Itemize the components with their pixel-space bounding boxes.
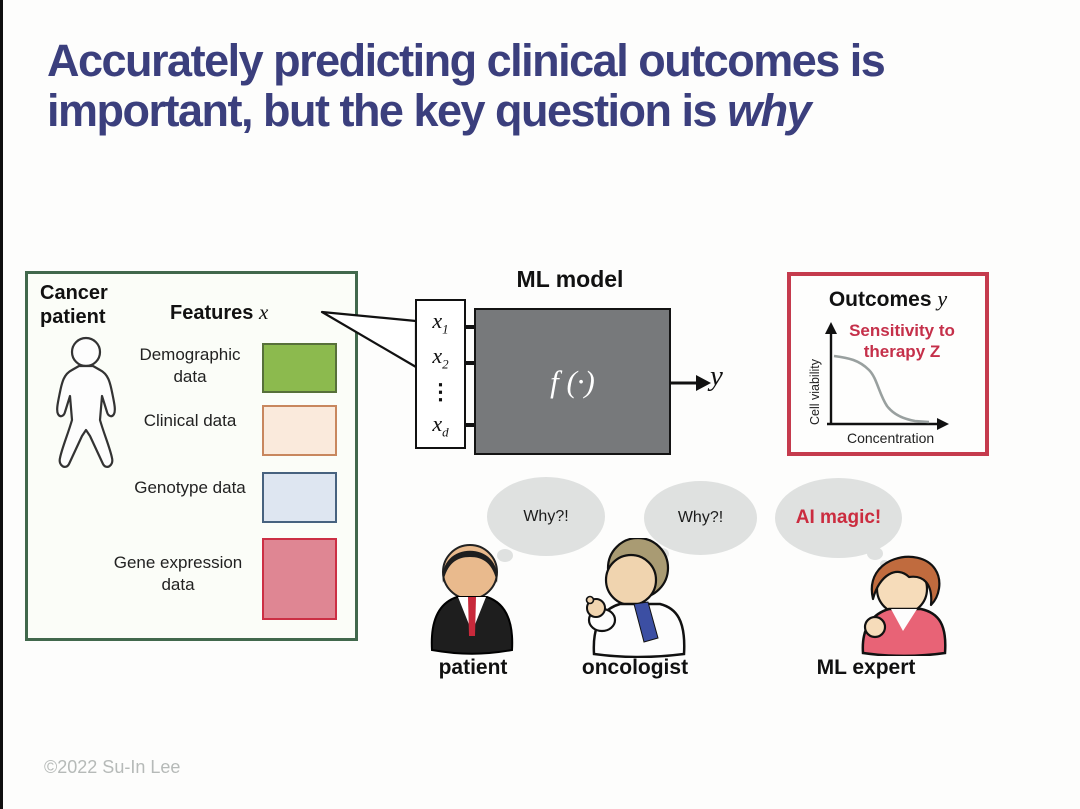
patient-character-icon (430, 544, 514, 655)
feature-swatch-demographic (262, 343, 337, 393)
dose-response-chart: Cell viability Concentration (808, 322, 949, 446)
chart-ylabel: Cell viability (808, 358, 822, 425)
speech-bubble-oncologist: Why?! (644, 481, 757, 555)
features-variable: x (258, 300, 269, 324)
cancer-patient-heading: Cancer patient (40, 282, 108, 328)
features-heading: Features x (170, 300, 268, 325)
title-line2: important, but the key question is (47, 85, 728, 137)
feature-label-demographic: Demographic data (139, 345, 241, 387)
chart-xlabel: Concentration (847, 430, 934, 446)
speech-bubble-patient: Why?! (487, 477, 605, 556)
feature-swatch-gene-expression (262, 538, 337, 620)
left-edge-strip (0, 0, 3, 809)
sensitivity-annotation: Sensitivity to therapy Z (849, 321, 955, 362)
bubble-text: AI magic! (795, 507, 882, 528)
model-function-label: f (·) (550, 363, 595, 399)
slide-title: Accurately predicting clinical outcomes … (47, 35, 1027, 137)
callout-wedge (320, 310, 418, 369)
vector-connector-tick (464, 361, 475, 365)
bubble-text: Why?! (523, 507, 569, 525)
features-heading-text: Features (170, 302, 259, 324)
input-x1: x1 (432, 307, 449, 337)
bubble-tail (867, 547, 883, 560)
person-outline-icon (56, 336, 116, 468)
ml-expert-label: ML expert (816, 656, 916, 679)
vector-connector-tick (464, 325, 475, 329)
outcomes-variable: y (937, 286, 948, 311)
bubble-tail (497, 549, 513, 562)
copyright-text: ©2022 Su-In Lee (44, 757, 181, 777)
patient-label: patient (438, 656, 508, 679)
oncologist-character-icon (585, 538, 686, 658)
ml-model-box: f (·) (474, 308, 671, 455)
input-xd: xd (432, 410, 449, 439)
input-ellipsis: ⋮ (429, 378, 452, 404)
outcomes-panel: Outcomes y Sensitivity to therapy Z Cell … (787, 272, 989, 456)
title-emphasis: why (727, 85, 812, 137)
feature-label-genotype: Genotype data (134, 478, 246, 497)
feature-swatch-clinical (262, 405, 337, 456)
oncologist-label: oncologist (581, 656, 689, 679)
input-x2: x2 (432, 343, 449, 372)
sigmoid-curve (833, 354, 930, 424)
outcomes-heading-text: Outcomes (828, 288, 938, 311)
ml-model-heading: ML model (516, 266, 624, 292)
vector-connector-tick (464, 423, 475, 427)
ml-expert-character-icon (861, 555, 947, 656)
bubble-text: Why?! (677, 509, 724, 526)
title-line1: Accurately predicting clinical outcomes … (47, 35, 886, 86)
output-variable: y (710, 360, 723, 392)
feature-swatch-genotype (262, 472, 337, 523)
feature-label-clinical: Clinical data (143, 411, 237, 430)
speech-bubble-ml-expert: AI magic! (775, 478, 902, 558)
outcomes-heading: Outcomes y (791, 286, 985, 312)
input-vector: x1 x2 ⋮ xd (415, 299, 466, 449)
output-arrow (670, 375, 711, 391)
feature-label-gene-expression: Gene expression data (113, 553, 243, 595)
